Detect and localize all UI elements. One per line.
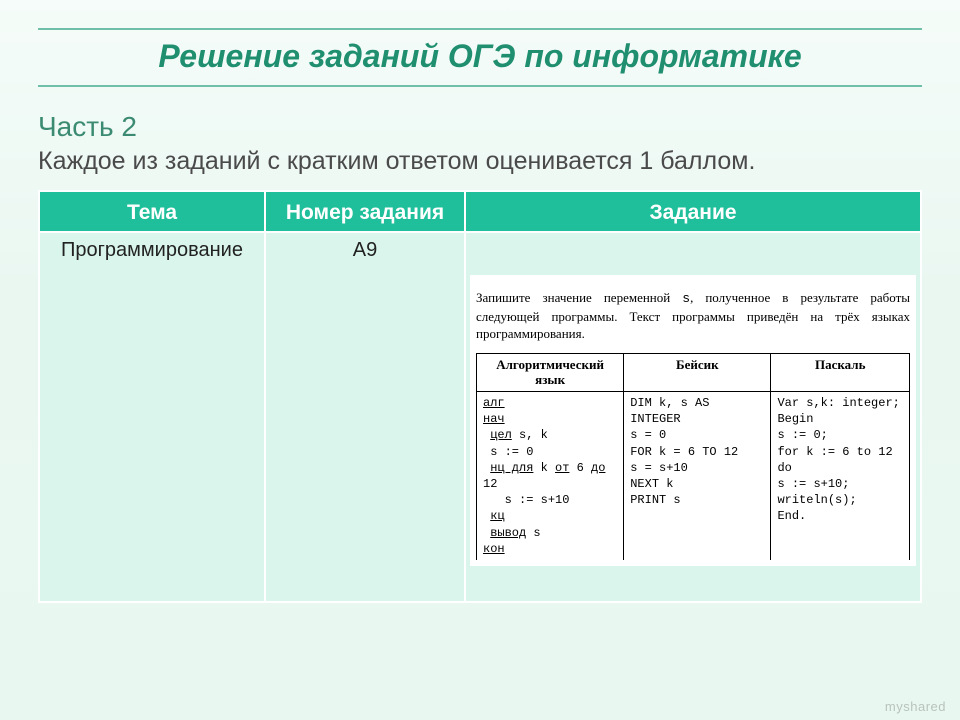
basic-l1: DIM k, s AS INTEGER xyxy=(630,396,709,426)
pascal-l1: Var s,k: integer; xyxy=(777,396,899,410)
basic-l4: s = s+10 xyxy=(630,461,688,475)
col-number: Номер задания xyxy=(265,191,465,232)
header-rule-bottom xyxy=(38,85,922,87)
section-label: Часть 2 xyxy=(38,111,922,143)
alg-l1: алг xyxy=(483,396,505,410)
code-header-alg: Алгоритмический язык xyxy=(477,353,624,391)
alg-l5c: от xyxy=(555,461,569,475)
cell-number: A9 xyxy=(265,232,465,602)
alg-l8b: s xyxy=(526,526,540,540)
pascal-l4: for k := 6 to 12 do xyxy=(777,445,892,475)
cell-task: Запишите значение переменной s, полученн… xyxy=(465,232,921,602)
section-subtitle: Каждое из заданий с кратким ответом оцен… xyxy=(38,147,922,176)
basic-l6: PRINT s xyxy=(630,493,680,507)
pascal-l3: s := 0; xyxy=(777,428,827,442)
code-pascal: Var s,k: integer; Begin s := 0; for k :=… xyxy=(771,392,910,560)
task-description: Запишите значение переменной s, полученн… xyxy=(476,289,910,343)
table-row: Программирование A9 Запишите значение пе… xyxy=(39,232,921,602)
task-desc-var: s xyxy=(682,291,690,306)
alg-l5d: 6 xyxy=(569,461,591,475)
pascal-l5: s := s+10; xyxy=(777,477,849,491)
pascal-l2: Begin xyxy=(777,412,813,426)
code-alg: алг нач цел s, k s := 0 нц для k от 6 до… xyxy=(477,392,624,560)
basic-l5: NEXT k xyxy=(630,477,673,491)
header-rule-top xyxy=(38,28,922,30)
basic-l2: s = 0 xyxy=(630,428,666,442)
footer-brand: myshared xyxy=(885,699,946,714)
col-task: Задание xyxy=(465,191,921,232)
alg-l8a: вывод xyxy=(490,526,526,540)
alg-l5b: k xyxy=(533,461,555,475)
alg-l5f: 12 xyxy=(483,477,497,491)
pascal-l7: End. xyxy=(777,509,806,523)
col-topic: Тема xyxy=(39,191,265,232)
alg-l5a: нц для xyxy=(490,461,533,475)
code-header-pascal: Паскаль xyxy=(771,353,910,391)
alg-l5e: до xyxy=(591,461,605,475)
alg-l4: s := 0 xyxy=(490,445,533,459)
alg-l3b: s, k xyxy=(512,428,548,442)
table-header-row: Тема Номер задания Задание xyxy=(39,191,921,232)
alg-l7: кц xyxy=(490,509,504,523)
tasks-table: Тема Номер задания Задание Программирова… xyxy=(38,190,922,603)
pascal-l6: writeln(s); xyxy=(777,493,856,507)
alg-l2: нач xyxy=(483,412,505,426)
task-desc-pre: Запишите значение переменной xyxy=(476,290,682,305)
code-basic: DIM k, s AS INTEGER s = 0 FOR k = 6 TO 1… xyxy=(624,392,771,560)
code-header-row: Алгоритмический язык Бейсик Паскаль xyxy=(477,353,910,391)
cell-topic: Программирование xyxy=(39,232,265,602)
basic-l3: FOR k = 6 TO 12 xyxy=(630,445,738,459)
task-content: Запишите значение переменной s, полученн… xyxy=(470,275,916,566)
alg-l9: кон xyxy=(483,542,505,556)
code-header-basic: Бейсик xyxy=(624,353,771,391)
page-title: Решение заданий ОГЭ по информатике xyxy=(38,36,922,79)
code-row: алг нач цел s, k s := 0 нц для k от 6 до… xyxy=(477,392,910,560)
alg-l3a: цел xyxy=(490,428,512,442)
code-comparison-table: Алгоритмический язык Бейсик Паскаль алг … xyxy=(476,353,910,560)
alg-l6: s := s+10 xyxy=(505,493,570,507)
